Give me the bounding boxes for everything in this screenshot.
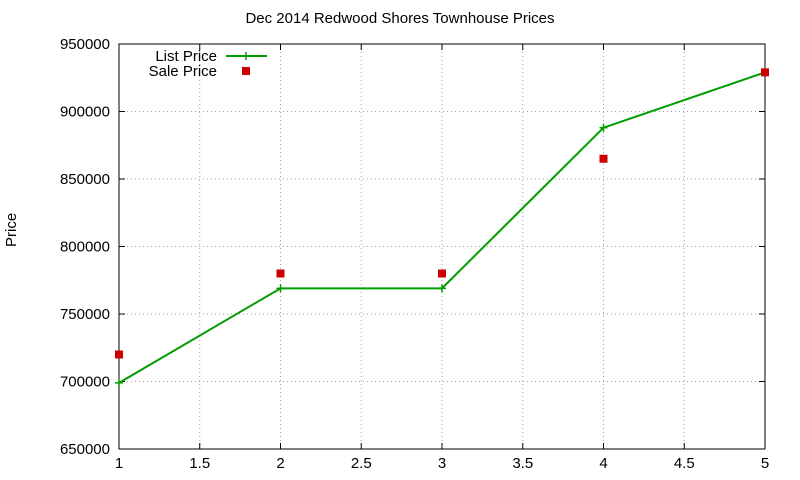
chart-title: Dec 2014 Redwood Shores Townhouse Prices — [245, 10, 555, 27]
legend-plus-marker — [242, 52, 250, 60]
x-tick-label: 5 — [761, 455, 769, 472]
x-tick-label: 1.5 — [189, 455, 210, 472]
x-tick-label: 3.5 — [512, 455, 533, 472]
y-tick-label: 750000 — [60, 306, 110, 323]
list-price-point — [599, 123, 608, 132]
x-tick-label: 4 — [599, 455, 607, 472]
y-tick-label: 650000 — [60, 441, 110, 458]
legend-label: Sale Price — [149, 63, 217, 80]
x-tick-label: 2 — [276, 455, 284, 472]
sale-price-point — [115, 350, 123, 359]
x-tick-label: 2.5 — [351, 455, 372, 472]
list-price-point — [115, 378, 123, 387]
y-tick-label: 700000 — [60, 374, 110, 391]
sale-price-point — [599, 154, 608, 163]
x-tick-label: 4.5 — [674, 455, 695, 472]
axis-ticks: 1 1.5 2 2.5 3 3.5 4 4.5 5 650000 700000 750000 80000… — [60, 36, 769, 472]
sale-price-point — [438, 269, 446, 278]
y-tick-label: 800000 — [60, 239, 110, 256]
list-price-point — [276, 284, 285, 293]
series-layer — [115, 68, 769, 387]
sale-price-point — [761, 68, 769, 77]
y-tick-label: 900000 — [60, 104, 110, 121]
y-tick-label: 850000 — [60, 171, 110, 188]
x-tick-label: 3 — [438, 455, 446, 472]
y-tick-label: 950000 — [60, 36, 110, 53]
x-tick-label: 1 — [115, 455, 123, 472]
sale-price-point — [276, 269, 285, 278]
legend-square-marker — [242, 67, 250, 75]
list-price-point — [438, 284, 446, 293]
legend-label: List Price — [155, 48, 217, 65]
